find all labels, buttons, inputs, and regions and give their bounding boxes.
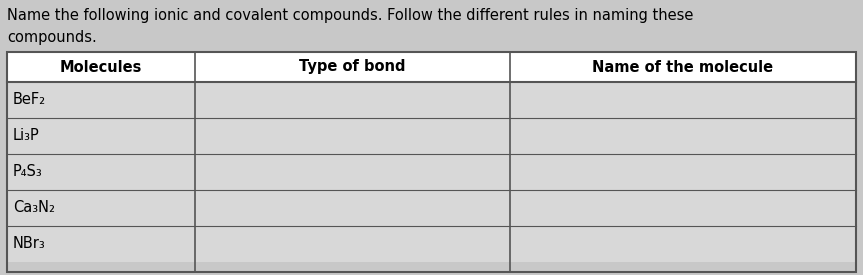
- Text: NBr₃: NBr₃: [13, 236, 46, 252]
- Text: Li₃P: Li₃P: [13, 128, 40, 144]
- Bar: [7, 82, 856, 118]
- Text: Type of bond: Type of bond: [299, 59, 406, 75]
- Text: Name the following ionic and covalent compounds. Follow the different rules in n: Name the following ionic and covalent co…: [7, 8, 693, 23]
- Text: P₄S₃: P₄S₃: [13, 164, 43, 180]
- Text: compounds.: compounds.: [7, 30, 97, 45]
- Text: Molecules: Molecules: [60, 59, 142, 75]
- Text: BeF₂: BeF₂: [13, 92, 46, 108]
- Bar: [7, 52, 856, 82]
- Bar: [7, 52, 856, 272]
- Bar: [7, 154, 856, 190]
- Text: Name of the molecule: Name of the molecule: [592, 59, 773, 75]
- Bar: [7, 190, 856, 226]
- Bar: [7, 118, 856, 154]
- Bar: [7, 226, 856, 262]
- Text: Ca₃N₂: Ca₃N₂: [13, 200, 55, 216]
